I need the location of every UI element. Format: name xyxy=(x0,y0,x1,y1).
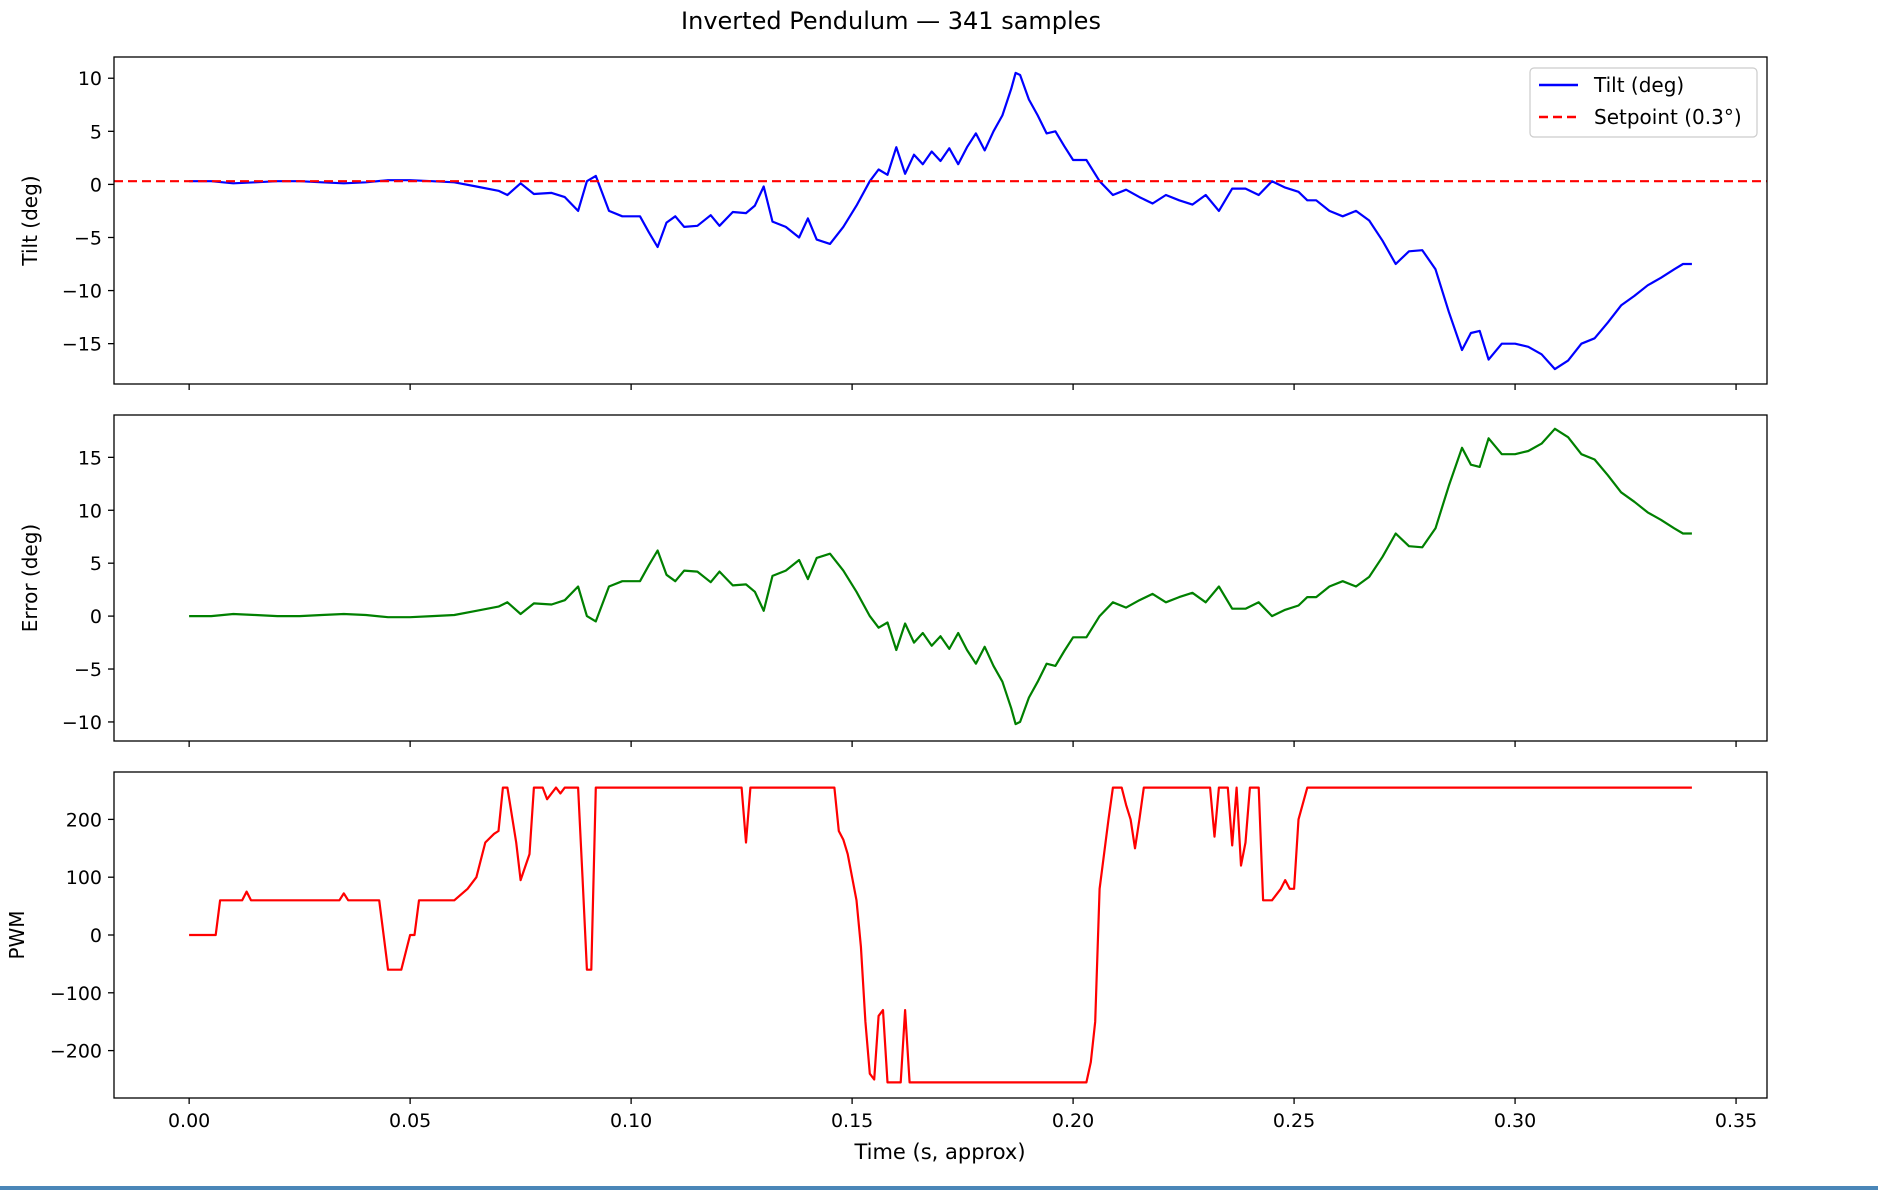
figure-title: Inverted Pendulum — 341 samples xyxy=(681,7,1101,35)
y-tick-label: 200 xyxy=(66,809,102,831)
x-tick-label: 0.20 xyxy=(1052,1110,1094,1132)
x-tick-label: 0.25 xyxy=(1273,1110,1315,1132)
x-axis-label: Time (s, approx) xyxy=(853,1140,1025,1164)
x-tick-label: 0.15 xyxy=(831,1110,873,1132)
x-tick-label: 0.00 xyxy=(168,1110,210,1132)
y-axis-label: Tilt (deg) xyxy=(18,175,42,266)
subplot-3: 200 100 0 −100 −200 0.00 0.05 0.10 0.15 0.20 0.25 0… xyxy=(5,771,1768,1132)
legend-label: Tilt (deg) xyxy=(1593,73,1684,97)
y-tick-label: −100 xyxy=(50,983,102,1005)
y-tick-label: −10 xyxy=(62,712,102,734)
y-axis-label: PWM xyxy=(5,910,29,959)
y-tick-label: 0 xyxy=(90,925,102,947)
y-tick-label: 0 xyxy=(90,174,102,196)
y-tick-label: 10 xyxy=(78,500,102,522)
y-tick-label: 100 xyxy=(66,867,102,889)
x-tick-label: 0.30 xyxy=(1494,1110,1536,1132)
y-tick-label: −5 xyxy=(74,659,102,681)
axes-frame xyxy=(113,56,1768,385)
y-axis-label: Error (deg) xyxy=(18,524,42,632)
series-line-tilt-deg xyxy=(189,71,1692,371)
y-tick-label: 0 xyxy=(90,606,102,628)
y-tick-label: 5 xyxy=(90,121,102,143)
legend-label: Setpoint (0.3°) xyxy=(1594,105,1742,129)
window-bottom-border xyxy=(0,1186,1878,1190)
y-tick-label: −15 xyxy=(62,334,102,356)
axes-frame xyxy=(113,414,1768,742)
subplot-1: 10 5 0 −5 −10 −15 Tilt (deg) Tilt (deg) Setpoint… xyxy=(18,56,1768,390)
y-tick-label: 10 xyxy=(78,68,102,90)
subplot-stack: 10 5 0 −5 −10 −15 Tilt (deg) Tilt (deg) Setpoint… xyxy=(5,56,1768,1132)
series-line-panel-2 xyxy=(189,427,1692,726)
y-tick-label: 15 xyxy=(78,447,102,469)
x-tick-label: 0.35 xyxy=(1715,1110,1757,1132)
y-tick-label: −5 xyxy=(74,227,102,249)
subplot-2: 15 10 5 0 −5 −10 Error (deg) xyxy=(18,414,1768,747)
x-tick-label: 0.05 xyxy=(389,1110,431,1132)
axes-frame xyxy=(113,771,1768,1099)
y-tick-label: −200 xyxy=(50,1041,102,1063)
y-tick-label: 5 xyxy=(90,553,102,575)
legend: Tilt (deg) Setpoint (0.3°) xyxy=(1529,67,1758,138)
x-tick-label: 0.10 xyxy=(610,1110,652,1132)
legend-box xyxy=(1529,67,1758,138)
y-tick-label: −10 xyxy=(62,281,102,303)
series-line-panel-3 xyxy=(189,786,1692,1084)
